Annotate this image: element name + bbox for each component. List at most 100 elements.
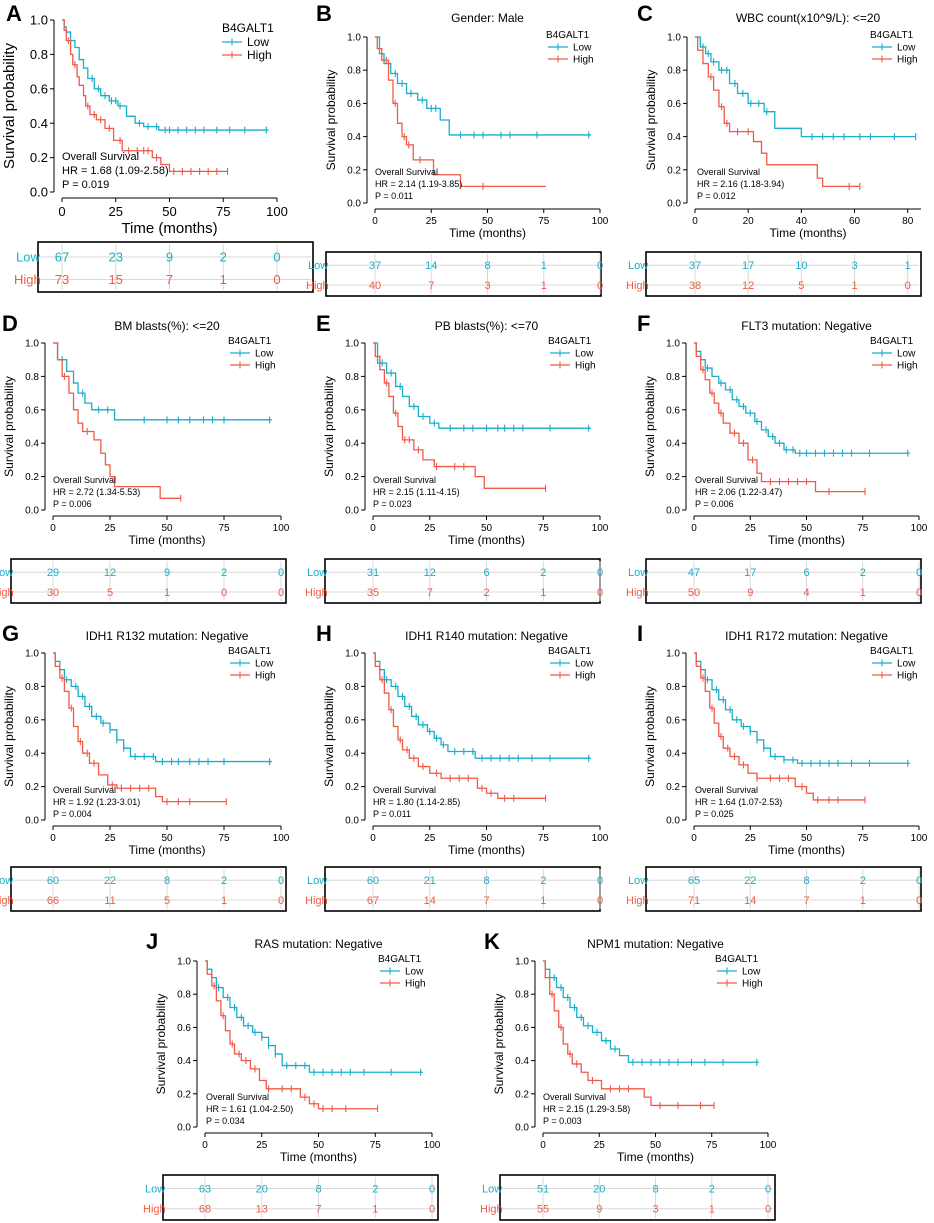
panel-d: D BM blasts(%): <=200.00.20.40.60.81.00 25… xyxy=(0,311,290,604)
p-value: P = 0.011 xyxy=(375,191,413,201)
hazard-ratio: HR = 1.92 (1.23-3.01) xyxy=(53,797,140,807)
p-value: P = 0.011 xyxy=(373,809,411,819)
x-tick-label: 25 xyxy=(424,833,436,844)
y-axis-label: Survival probability xyxy=(2,686,16,787)
x-axis-label: Time (months) xyxy=(617,1150,694,1164)
y-axis-label: Survival probability xyxy=(2,376,16,477)
os-label: Overall Survival xyxy=(53,785,116,795)
risk-value-low: 0 xyxy=(429,1183,435,1195)
y-tick-label: 0.8 xyxy=(347,66,361,77)
risk-value-high: 1 xyxy=(540,587,546,599)
series-low-curve xyxy=(695,36,916,138)
risk-value-low: 0 xyxy=(597,567,603,579)
hazard-ratio: HR = 2.06 (1.22-3.47) xyxy=(695,487,782,497)
os-label: Overall Survival xyxy=(697,167,760,177)
y-tick-label: 0.0 xyxy=(345,506,359,517)
risk-value-high: 5 xyxy=(107,587,113,599)
x-tick-label: 75 xyxy=(218,523,230,534)
risk-value-low: 60 xyxy=(47,875,59,887)
y-tick-label: 0.6 xyxy=(30,81,48,96)
x-tick-label: 100 xyxy=(273,523,290,534)
x-axis-label: Time (months) xyxy=(448,843,525,857)
y-tick-label: 1.0 xyxy=(667,33,681,44)
y-tick-label: 0.6 xyxy=(345,715,359,726)
legend-title: B4GALT1 xyxy=(222,21,274,35)
risk-value-high: 35 xyxy=(367,587,379,599)
legend-title: B4GALT1 xyxy=(548,336,592,347)
risk-value-high: 7 xyxy=(166,272,173,287)
y-tick-label: 0.2 xyxy=(25,472,39,483)
hazard-ratio: HR = 1.68 (1.09-2.58) xyxy=(62,165,169,177)
risk-value-low: 17 xyxy=(742,260,754,272)
risk-value-low: 12 xyxy=(424,567,436,579)
risk-value-high: 4 xyxy=(803,587,809,599)
annotation: Overall Survival HR = 1.61 (1.04-2.50) P =… xyxy=(206,1092,293,1126)
annotation: Overall Survival HR = 2.16 (1.18-3.94) P =… xyxy=(697,167,784,201)
risk-value-high: 1 xyxy=(540,895,546,907)
risk-row-label-low: Low xyxy=(145,1183,165,1195)
y-tick-label: 1.0 xyxy=(515,957,529,968)
y-tick-label: 0.4 xyxy=(25,439,39,450)
legend-label-high: High xyxy=(405,979,426,990)
risk-value-high: 30 xyxy=(47,587,59,599)
y-axis-label: Survival probability xyxy=(154,994,168,1095)
y-tick-label: 0.4 xyxy=(345,749,359,760)
risk-value-low: 2 xyxy=(372,1183,378,1195)
y-tick-label: 0.0 xyxy=(347,199,361,210)
x-tick-label: 100 xyxy=(760,1140,777,1151)
y-tick-label: 0.0 xyxy=(667,199,681,210)
risk-value-high: 1 xyxy=(221,895,227,907)
risk-value-low: 21 xyxy=(424,875,436,887)
legend-label-low: Low xyxy=(255,349,274,360)
risk-value-high: 0 xyxy=(916,895,922,907)
panel-label: G xyxy=(2,621,19,646)
y-axis-label: Survival probability xyxy=(644,70,658,171)
y-tick-label: 0.2 xyxy=(177,1089,191,1100)
panel-label: K xyxy=(484,929,500,954)
risk-table-border xyxy=(162,1174,439,1221)
series-low-curve xyxy=(53,652,272,763)
risk-value-high: 14 xyxy=(424,895,436,907)
annotation: Overall Survival HR = 1.68 (1.09-2.58) P =… xyxy=(62,151,169,191)
y-tick-label: 1.0 xyxy=(345,649,359,660)
x-tick-label: 100 xyxy=(266,204,288,219)
risk-value-low: 1 xyxy=(541,260,547,272)
risk-value-high: 67 xyxy=(367,895,379,907)
risk-value-high: 0 xyxy=(221,587,227,599)
series-high-curve xyxy=(205,960,378,1110)
legend-label-low: Low xyxy=(405,967,424,978)
risk-value-high: 0 xyxy=(905,280,911,292)
x-tick-label: 75 xyxy=(370,1140,382,1151)
risk-value-low: 2 xyxy=(220,250,227,265)
y-axis-label: Survival probability xyxy=(643,686,657,787)
risk-value-high: 1 xyxy=(541,280,547,292)
x-tick-label: 100 xyxy=(592,523,609,534)
legend-label-high: High xyxy=(255,361,276,372)
risk-value-high: 15 xyxy=(109,272,123,287)
y-tick-label: 0.2 xyxy=(25,782,39,793)
risk-row-label-low: Low xyxy=(307,875,327,887)
p-value: P = 0.004 xyxy=(53,809,92,819)
y-tick-label: 0.8 xyxy=(25,682,39,693)
y-tick-label: 0.8 xyxy=(667,66,681,77)
risk-row-label-low: Low xyxy=(16,250,40,265)
legend-title: B4GALT1 xyxy=(378,954,422,965)
y-tick-label: 0.4 xyxy=(666,439,680,450)
x-tick-label: 75 xyxy=(538,523,550,534)
x-tick-label: 50 xyxy=(162,204,176,219)
hazard-ratio: HR = 1.61 (1.04-2.50) xyxy=(206,1104,293,1114)
y-tick-label: 0.2 xyxy=(345,782,359,793)
panel-title: Gender: Male xyxy=(451,11,524,25)
risk-value-high: 7 xyxy=(803,895,809,907)
x-tick-label: 0 xyxy=(58,204,65,219)
x-axis-label: Time (months) xyxy=(129,843,206,857)
os-label: Overall Survival xyxy=(62,151,139,163)
risk-table: Low High 31 12 6 2 0 35 7 2 1 0 xyxy=(305,558,603,604)
risk-table: Low High 37 14 8 1 0 40 7 3 1 0 xyxy=(306,251,603,297)
risk-table-border xyxy=(645,251,922,297)
